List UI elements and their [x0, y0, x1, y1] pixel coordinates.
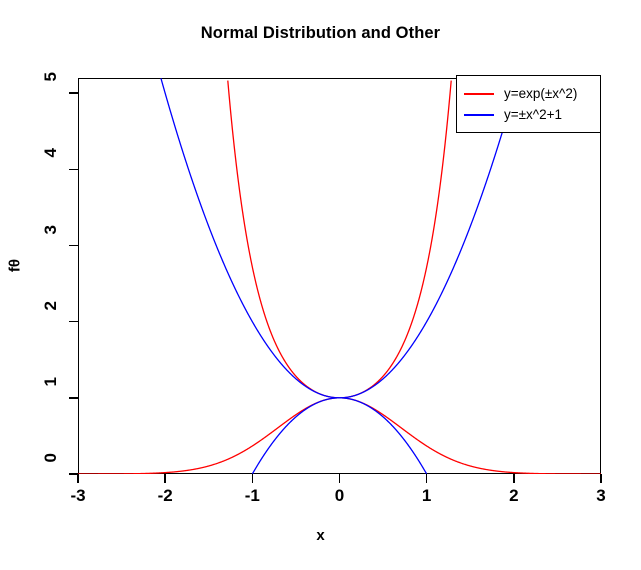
y-tick-mark [69, 244, 78, 247]
y-tick-label: 5 [41, 72, 60, 82]
x-tick-label: 3 [596, 486, 606, 505]
x-tick-label: 0 [334, 486, 345, 505]
legend-color-swatch-blue [464, 113, 494, 116]
y-tick-label: 2 [41, 300, 60, 311]
chart-legend: y=exp(±x^2) y=±x^2+1 [456, 75, 601, 133]
x-tick-label: -3 [70, 486, 86, 505]
y-tick-mark [69, 397, 78, 399]
legend-item: y=±x^2+1 [457, 104, 600, 125]
y-tick-mark [69, 168, 78, 171]
y-tick-label: 3 [41, 224, 60, 234]
x-tick-mark [77, 474, 79, 483]
legend-item: y=exp(±x^2) [457, 83, 600, 104]
x-tick-mark [513, 474, 515, 483]
legend-color-swatch-red [464, 92, 494, 95]
y-tick-mark [69, 92, 78, 95]
x-tick-label: -2 [157, 486, 173, 505]
y-tick-label: 0 [41, 453, 60, 463]
plot-frame [78, 78, 601, 474]
x-tick-mark [338, 474, 341, 483]
x-axis-title: x [316, 527, 325, 544]
y-tick-label: 4 [41, 148, 60, 158]
x-tick-label: -1 [244, 486, 260, 505]
x-tick-label: 2 [509, 486, 519, 505]
x-tick-mark [425, 474, 428, 483]
chart-title: Normal Distribution and Other [200, 24, 441, 42]
y-tick-label: 1 [41, 376, 60, 387]
legend-item-label: y=exp(±x^2) [504, 85, 578, 101]
y-tick-mark [69, 320, 78, 323]
x-tick-mark [600, 474, 602, 483]
y-tick-mark [69, 473, 78, 475]
x-tick-label: 1 [421, 486, 432, 505]
x-tick-mark [251, 474, 254, 483]
legend-item-label: y=±x^2+1 [504, 106, 563, 122]
x-tick-mark [164, 474, 166, 483]
y-axis-title: fθ [6, 258, 24, 273]
